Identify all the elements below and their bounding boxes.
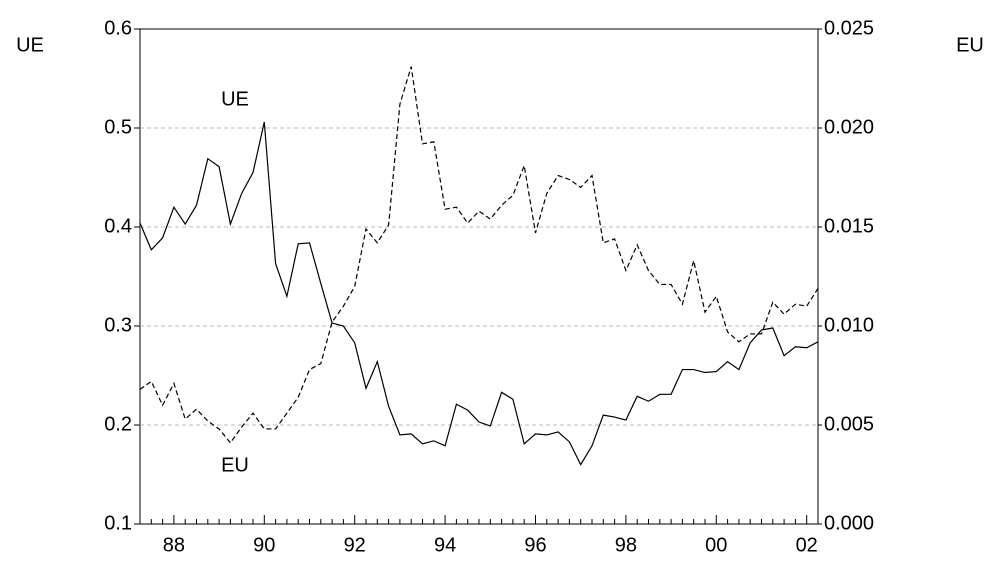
- x-tick-label: 96: [524, 534, 546, 556]
- y2-tick-label: 0.025: [824, 17, 874, 39]
- x-tick-label: 98: [615, 534, 637, 556]
- y2-tick-label: 0.020: [824, 116, 874, 138]
- series-label: UE: [221, 88, 249, 110]
- series-label: EU: [221, 454, 249, 476]
- x-tick-label: 02: [796, 534, 818, 556]
- x-tick-label: 88: [163, 534, 185, 556]
- x-tick-label: 94: [434, 534, 456, 556]
- y-tick-label: 0.5: [104, 116, 132, 138]
- y2-tick-label: 0.010: [824, 314, 874, 336]
- y-tick-label: 0.3: [104, 314, 132, 336]
- x-tick-label: 90: [253, 534, 275, 556]
- x-tick-label: 00: [705, 534, 727, 556]
- y-axis-label: UE: [16, 34, 44, 56]
- series-line: [139, 66, 819, 444]
- x-tick-label: 92: [344, 534, 366, 556]
- y-tick-label: 0.4: [104, 215, 132, 237]
- y-tick-label: 0.1: [104, 512, 132, 534]
- series-line: [139, 121, 819, 466]
- y2-tick-label: 0.000: [824, 512, 874, 534]
- y2-axis-label: EU: [956, 34, 984, 56]
- y-tick-label: 0.6: [104, 17, 132, 39]
- y-tick-label: 0.2: [104, 413, 132, 435]
- y2-tick-label: 0.005: [824, 413, 874, 435]
- y2-tick-label: 0.015: [824, 215, 874, 237]
